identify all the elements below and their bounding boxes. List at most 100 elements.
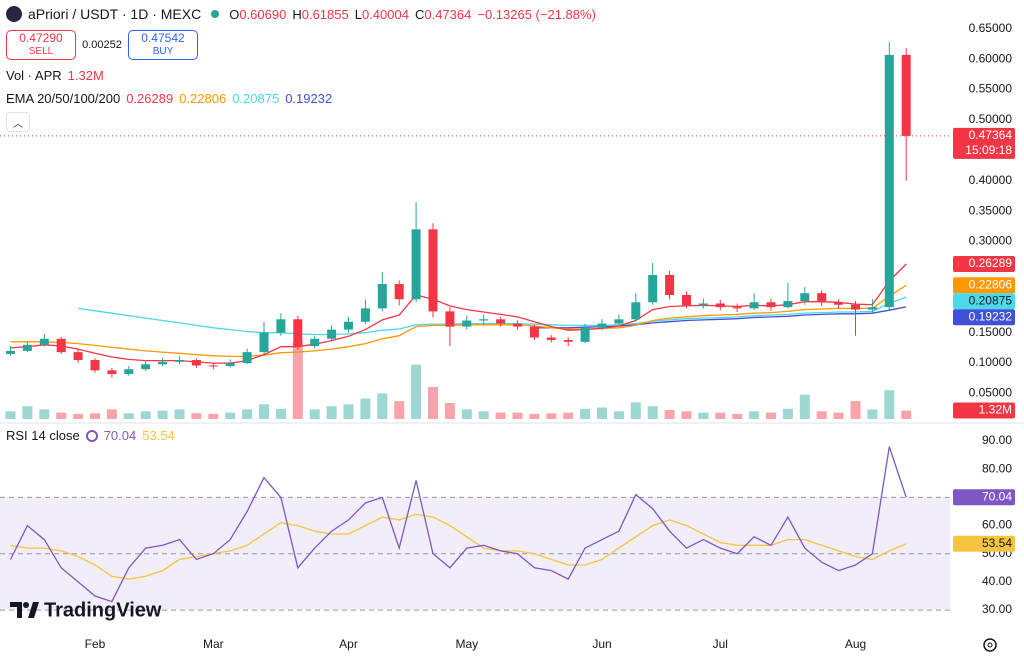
volume-tag: [953, 402, 1015, 419]
volume-bar: [377, 393, 388, 419]
ema-tag-label: 0.22806: [969, 277, 1013, 291]
candle-body: [749, 302, 759, 309]
last-price-label: 0.47364: [969, 128, 1013, 142]
candle-body: [580, 327, 590, 342]
volume-bar: [478, 411, 489, 419]
volume-bar: [22, 406, 33, 419]
ohlc-item: H0.61855: [292, 7, 348, 22]
y-tick-label: 0.05000: [969, 386, 1013, 400]
ema-value: 0.22806: [179, 91, 227, 106]
volume-bar: [208, 413, 219, 419]
collapse-button[interactable]: ︿: [6, 112, 30, 132]
volume-bar: [766, 412, 776, 419]
ohlc: O0.60690 H0.61855 L0.40004 C0.47364: [229, 7, 471, 22]
ohlc-item: L0.40004: [355, 7, 409, 22]
volume-bar: [275, 408, 286, 419]
volume-legend: Vol · APR 1.32M: [6, 68, 104, 83]
candle-body: [901, 54, 911, 136]
candle-body: [766, 302, 776, 308]
candle-body: [563, 339, 573, 342]
candle-body: [513, 323, 522, 327]
candle-body: [225, 363, 235, 367]
candle-body: [310, 338, 320, 347]
candle-body: [851, 304, 860, 310]
trade-buttons: 0.47290 SELL 0.00252 0.47542 BUY: [6, 30, 198, 60]
ohlc-label: L: [354, 6, 362, 22]
volume-bar: [833, 412, 844, 419]
y-tick-label: 0.10000: [969, 355, 1013, 369]
volume-bar: [647, 406, 658, 419]
ema-title[interactable]: EMA 20/50/100/200: [6, 91, 121, 106]
candle-body: [817, 293, 827, 303]
candle-body: [597, 323, 607, 328]
settings-icon[interactable]: [983, 638, 997, 652]
candle-body: [73, 352, 83, 361]
volume-bar: [309, 409, 320, 419]
spread: 0.00252: [82, 39, 122, 51]
volume-bar: [360, 398, 371, 419]
candle-body: [648, 274, 658, 303]
y-tick-label: 0.30000: [969, 234, 1013, 248]
sell-label[interactable]: SELL: [28, 46, 54, 57]
volume-bar: [681, 411, 692, 419]
buy-price[interactable]: 0.47542: [141, 31, 185, 45]
volume-bar: [884, 390, 895, 419]
buy-button[interactable]: 0.47542 BUY: [128, 30, 198, 60]
candle-body: [631, 302, 641, 320]
watermark-logo: [10, 602, 22, 618]
ema-line: [78, 296, 907, 336]
volume-bar: [56, 412, 67, 419]
ema-tag: [953, 293, 1015, 310]
volume-title[interactable]: Vol · APR: [6, 68, 62, 83]
volume-bar: [461, 409, 472, 419]
candle-body: [344, 321, 353, 330]
ohlc-item: O0.60690: [229, 7, 286, 22]
volume-bar: [850, 401, 861, 419]
rsi-tag-label: 53.54: [982, 536, 1012, 550]
x-tick-label: Jul: [713, 637, 728, 651]
buy-label[interactable]: BUY: [152, 46, 174, 57]
symbol-title[interactable]: aPriori / USDT · 1D · MEXC: [28, 6, 202, 22]
settings-icon[interactable]: [987, 642, 993, 648]
candle-body: [377, 284, 387, 309]
sell-price[interactable]: 0.47290: [19, 31, 63, 45]
y-tick-label: 0.50000: [969, 112, 1013, 126]
y-tick-label: 0.65000: [969, 21, 1013, 35]
rsi-value: 53.54: [142, 428, 175, 443]
symbol-header: aPriori / USDT · 1D · MEXC O0.60690 H0.61…: [6, 6, 596, 22]
candle-body: [327, 329, 337, 339]
settings-icon[interactable]: [983, 638, 997, 652]
ema-line: [534, 306, 907, 329]
candle-body: [39, 338, 49, 345]
volume-bar: [428, 387, 438, 419]
rsi-band: [0, 497, 950, 611]
candle-body: [445, 311, 455, 327]
watermark-text: TradingView: [44, 599, 162, 621]
candle-body: [191, 360, 201, 366]
volume-bar: [816, 411, 827, 419]
y-tick-label: 0.60000: [969, 51, 1013, 65]
rsi-title[interactable]: RSI 14 close: [6, 428, 80, 443]
y-tick-label: 0.15000: [969, 325, 1013, 339]
rsi-tick-label: 90.00: [982, 433, 1012, 447]
volume-bar: [90, 413, 100, 419]
volume-bar: [580, 408, 591, 419]
status-dot: [211, 10, 220, 18]
volume-value: 1.32M: [67, 68, 104, 83]
x-tick-label: Jun: [592, 637, 611, 651]
volume-bar: [242, 409, 253, 419]
ema-tag-label: 0.20875: [969, 293, 1013, 307]
candle-body: [394, 284, 404, 300]
change: −0.13265 (−21.88%): [477, 6, 596, 22]
candle-body: [867, 307, 877, 310]
volume-bar: [343, 404, 354, 419]
rsi-tag-label: 70.04: [982, 489, 1012, 503]
sell-button[interactable]: 0.47290 SELL: [6, 30, 76, 60]
ema-line: [10, 263, 907, 364]
volume-bar: [191, 413, 202, 419]
volume-bar: [546, 413, 557, 419]
ohlc-item: C0.47364: [415, 7, 471, 22]
last-price-tag: [953, 127, 1015, 159]
